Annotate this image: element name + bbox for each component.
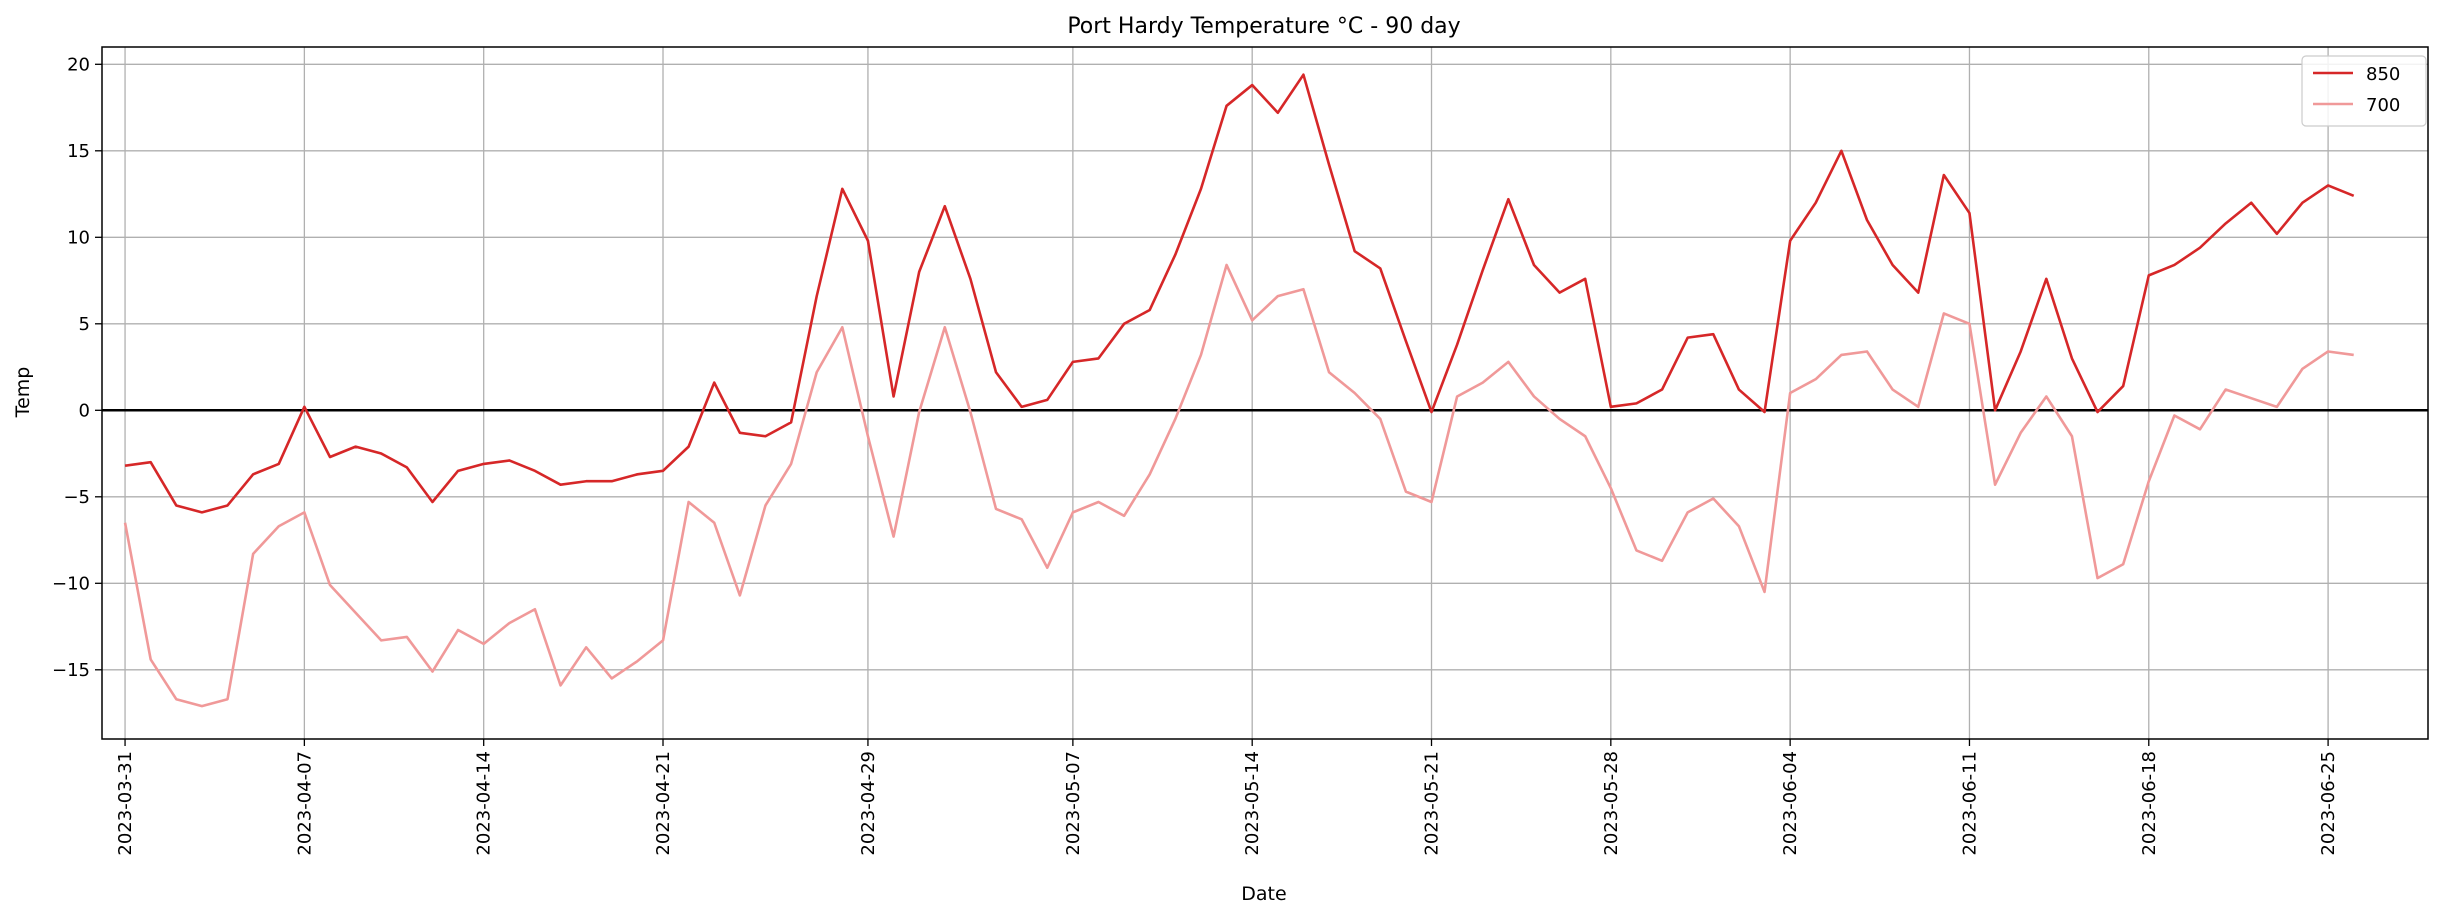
- x-tick-label: 2023-06-04: [1780, 751, 1801, 856]
- y-tick-label: −15: [52, 660, 90, 681]
- series-line-850: [124, 73, 2355, 514]
- x-tick-label: 2023-04-14: [474, 751, 495, 856]
- legend-label-700: 700: [2366, 95, 2400, 116]
- x-tick-label: 2023-05-21: [1422, 751, 1443, 856]
- plot-area-frame: [101, 46, 2429, 740]
- y-axis-label: Temp: [12, 367, 34, 419]
- grid-lines: [102, 47, 2428, 739]
- y-tick-label: 10: [67, 227, 90, 248]
- series-line-700: [123, 263, 2354, 708]
- y-axis-ticks: −15 −10 −5 0 5 10 15 20: [52, 54, 102, 681]
- x-axis-ticks: 2023-03-31 2023-04-07 2023-04-14 2023-04-21…: [115, 739, 2339, 856]
- legend-label-850: 850: [2366, 64, 2400, 85]
- y-tick-label: 0: [79, 400, 90, 421]
- chart-title: Port Hardy Temperature °C - 90 day: [1067, 14, 1460, 39]
- x-tick-label: 2023-04-21: [653, 751, 674, 856]
- x-tick-label: 2023-03-31: [115, 751, 136, 856]
- y-tick-label: 20: [67, 54, 90, 75]
- x-tick-label: 2023-04-29: [858, 751, 879, 856]
- x-tick-label: 2023-06-25: [2318, 751, 2339, 856]
- y-tick-label: −10: [52, 573, 90, 594]
- y-tick-label: 15: [67, 141, 90, 162]
- x-tick-label: 2023-05-14: [1242, 751, 1263, 856]
- series-lines: [123, 73, 2355, 708]
- legend-box: [2301, 55, 2427, 127]
- y-tick-label: −5: [63, 487, 90, 508]
- legend: 850 700: [2301, 55, 2427, 127]
- x-tick-label: 2023-05-28: [1601, 751, 1622, 856]
- x-tick-label: 2023-06-11: [1959, 751, 1980, 856]
- x-tick-label: 2023-04-07: [294, 751, 315, 856]
- x-tick-label: 2023-05-07: [1063, 751, 1084, 856]
- x-axis-label: Date: [1241, 883, 1286, 905]
- x-tick-label: 2023-06-18: [2139, 751, 2160, 856]
- y-tick-label: 5: [79, 314, 90, 335]
